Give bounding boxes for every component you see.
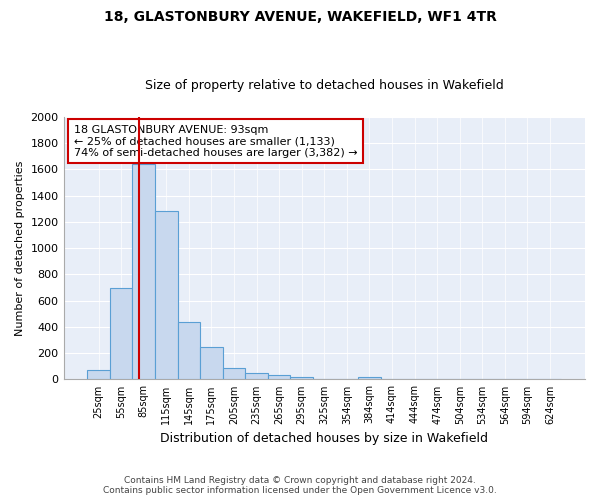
Bar bbox=[245, 373, 268, 380]
Text: 18, GLASTONBURY AVENUE, WAKEFIELD, WF1 4TR: 18, GLASTONBURY AVENUE, WAKEFIELD, WF1 4… bbox=[104, 10, 496, 24]
Y-axis label: Number of detached properties: Number of detached properties bbox=[15, 160, 25, 336]
Bar bbox=[87, 370, 110, 380]
Bar bbox=[133, 164, 155, 380]
Title: Size of property relative to detached houses in Wakefield: Size of property relative to detached ho… bbox=[145, 79, 503, 92]
Bar bbox=[290, 377, 313, 380]
Bar bbox=[358, 378, 381, 380]
Text: Contains HM Land Registry data © Crown copyright and database right 2024.
Contai: Contains HM Land Registry data © Crown c… bbox=[103, 476, 497, 495]
Bar bbox=[155, 212, 178, 380]
X-axis label: Distribution of detached houses by size in Wakefield: Distribution of detached houses by size … bbox=[160, 432, 488, 445]
Bar bbox=[200, 346, 223, 380]
Bar bbox=[178, 322, 200, 380]
Text: 18 GLASTONBURY AVENUE: 93sqm
← 25% of detached houses are smaller (1,133)
74% of: 18 GLASTONBURY AVENUE: 93sqm ← 25% of de… bbox=[74, 124, 358, 158]
Bar bbox=[268, 376, 290, 380]
Bar bbox=[110, 288, 133, 380]
Bar bbox=[223, 368, 245, 380]
